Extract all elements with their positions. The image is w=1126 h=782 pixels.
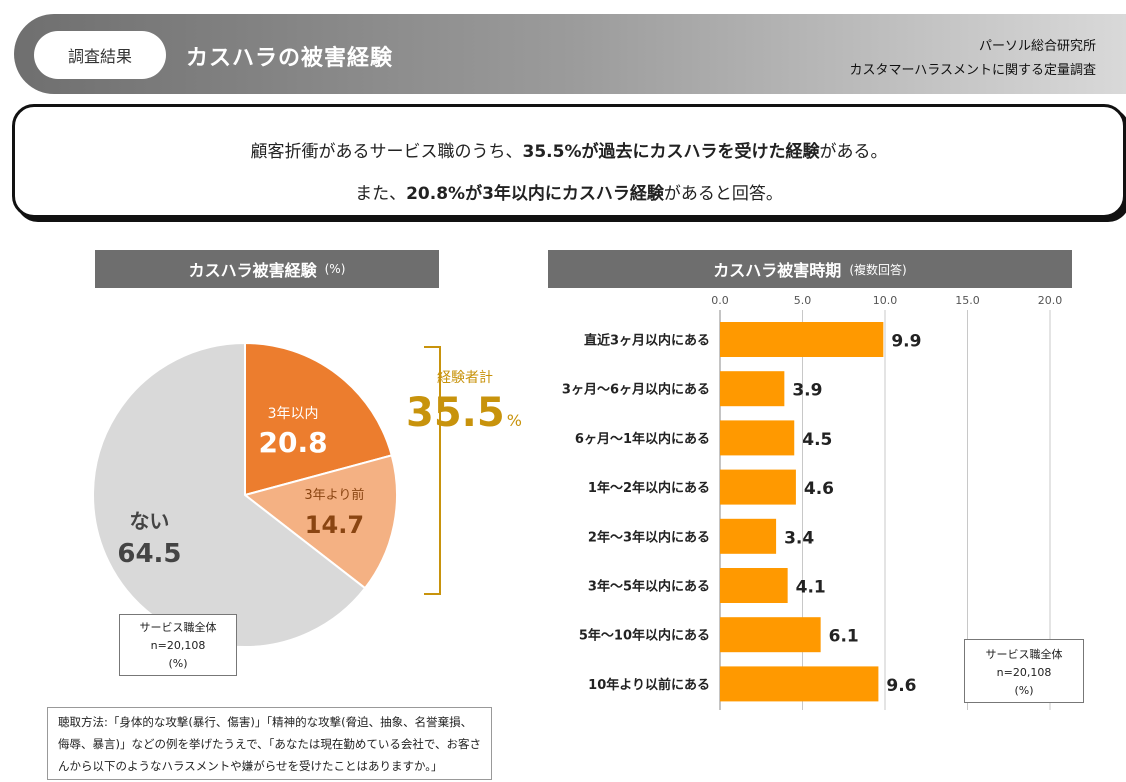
summary-line-2-post: があると回答。 (663, 184, 783, 204)
summary-line-1-post: がある。 (819, 142, 888, 162)
bar (720, 568, 788, 603)
summary-line-2: また、20.8%が3年以内にカスハラ経験があると回答。 (15, 179, 1123, 204)
pie-note-line1: サービス職全体 (139, 621, 217, 634)
pie-title-text: カスハラ被害経験 (188, 261, 317, 280)
bracket-value-number: 35.5 (406, 390, 505, 436)
bar (720, 518, 777, 554)
pie-slice-1 (244, 341, 393, 497)
bar-value-label: 4.6 (804, 479, 834, 499)
category-label: 6ヶ月～1年以内にある (575, 431, 710, 447)
category-label: 3年～5年以内にある (588, 579, 710, 595)
bar-value-label: 9.9 (891, 332, 921, 352)
bar-note-line3: (%) (1014, 684, 1034, 697)
pie-label-2: 3年より前 (304, 487, 364, 503)
pie-value-1: 20.8 (259, 426, 328, 459)
pie-slice-3 (92, 341, 367, 648)
category-label: 1年～2年以内にある (588, 480, 710, 496)
summary-line-2-bold: 20.8%が3年以内にカスハラ経験 (406, 184, 664, 204)
summary-line-1-pre: 顧客折衝があるサービス職のうち、 (250, 142, 523, 162)
x-tick-label: 15.0 (955, 294, 980, 307)
bracket-value-unit: % (506, 411, 522, 430)
bar-value-label: 3.4 (784, 528, 814, 548)
bar (720, 617, 821, 653)
bracket-label: 経験者計 (437, 370, 493, 386)
bar-note-line2: n=20,108 (996, 666, 1052, 679)
bar (720, 469, 796, 505)
summary-line-2-pre: また、 (355, 184, 407, 204)
category-label: 2年～3年以内にある (588, 529, 710, 545)
pie-label-3: ない (129, 509, 169, 533)
bar-title-unit: (複数回答) (849, 262, 907, 277)
pie-panel-title: カスハラ被害経験 (%) (95, 250, 439, 288)
pie-sample-note: サービス職全体 n=20,108 (%) (119, 614, 237, 676)
bar-value-label: 3.9 (792, 381, 822, 401)
category-label: 3ヶ月～6ヶ月以内にある (562, 382, 710, 398)
bar (720, 371, 785, 407)
x-tick-label: 5.0 (794, 294, 812, 307)
bar-note-line1: サービス職全体 (985, 648, 1063, 661)
source-survey: カスタマーハラスメントに関する定量調査 (849, 63, 1096, 78)
source-org: パーソル総合研究所 (978, 39, 1096, 54)
bar-panel-title: カスハラ被害時期 (複数回答) (548, 250, 1072, 288)
x-tick-label: 20.0 (1038, 294, 1063, 307)
bar-title-text: カスハラ被害時期 (713, 261, 842, 280)
pie-note-line3: (%) (168, 657, 188, 670)
page-title: カスハラの被害経験 (186, 46, 394, 71)
x-tick-label: 10.0 (873, 294, 898, 307)
bar (720, 420, 795, 456)
bar (720, 666, 879, 702)
pie-label-1: 3年以内 (268, 406, 319, 422)
source-credit: パーソル総合研究所 カスタマーハラスメントに関する定量調査 (850, 35, 1096, 83)
summary-box: 顧客折衝があるサービス職のうち、35.5%が過去にカスハラを受けた経験がある。 … (12, 104, 1126, 218)
bar-value-label: 4.1 (796, 578, 826, 598)
summary-line-1: 顧客折衝があるサービス職のうち、35.5%が過去にカスハラを受けた経験がある。 (15, 137, 1123, 162)
header-band (14, 14, 1126, 94)
bracket-value: 35.5% (406, 390, 522, 436)
bar-value-label: 9.6 (886, 676, 916, 696)
category-label: 直近3ヶ月以内にある (584, 333, 710, 349)
pie-title-unit: (%) (324, 262, 346, 276)
pie-note-line2: n=20,108 (150, 639, 206, 652)
category-label: 10年より以前にある (588, 677, 710, 693)
bracket (424, 346, 441, 595)
pie-slice-2 (242, 454, 398, 590)
bar (720, 322, 884, 357)
summary-line-1-bold: 35.5%が過去にカスハラを受けた経験 (522, 142, 820, 162)
bar-sample-note: サービス職全体 n=20,108 (%) (964, 639, 1084, 703)
bar-value-label: 4.5 (802, 430, 832, 450)
x-tick-label: 0.0 (711, 294, 729, 307)
pie-value-2: 14.7 (305, 511, 364, 539)
pie-value-3: 64.5 (117, 539, 181, 569)
pie-chart: 3年以内 20.8 3年より前 14.7 ない 64.5 (92, 341, 398, 648)
method-note: 聴取方法:「身体的な攻撃(暴行、傷害)」「精神的な攻撃(脅迫、抽象、名誉棄損、侮… (47, 707, 492, 780)
bar-value-label: 6.1 (829, 627, 859, 647)
category-label: 5年～10年以内にある (579, 628, 710, 644)
header-pill: 調査結果 (34, 31, 166, 79)
bar-chart: 0.0 5.0 10.0 15.0 20.0 直近3ヶ月以内にある 9.9 3ヶ月～6ヶ月以内… (562, 294, 1063, 710)
